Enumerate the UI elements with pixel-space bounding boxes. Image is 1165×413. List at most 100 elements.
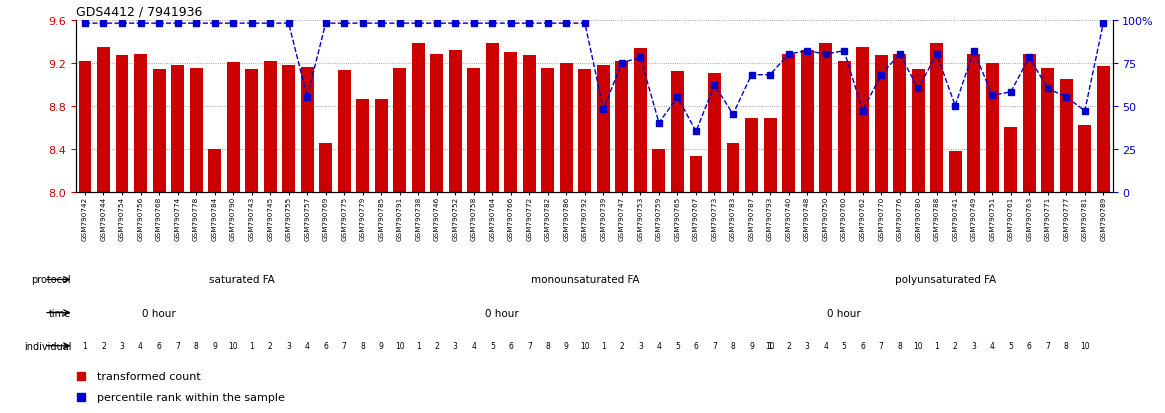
Text: 3: 3 (453, 342, 458, 350)
Text: individual: individual (23, 341, 71, 351)
Bar (986, 64, 998, 192)
Text: 4 hours: 4 hours (1010, 308, 1048, 318)
Text: 7: 7 (1045, 342, 1050, 350)
Text: 8: 8 (193, 342, 198, 350)
Bar (1096, 67, 1110, 192)
Text: 5: 5 (1008, 342, 1014, 350)
Bar (97, 47, 110, 192)
Bar (1004, 128, 1017, 192)
Bar (394, 69, 407, 192)
Text: 8: 8 (360, 342, 365, 350)
Bar (356, 100, 369, 192)
Text: 2: 2 (786, 342, 791, 350)
Bar (115, 56, 128, 192)
Bar (819, 44, 832, 192)
Bar (411, 44, 425, 192)
Text: 10: 10 (395, 342, 404, 350)
Text: 4 hours: 4 hours (658, 308, 697, 318)
Text: 6: 6 (693, 342, 699, 350)
Bar (209, 149, 221, 192)
Bar (708, 74, 721, 192)
Text: 5: 5 (675, 342, 680, 350)
Text: 2: 2 (620, 342, 624, 350)
Bar (1079, 126, 1092, 192)
Text: 7: 7 (527, 342, 531, 350)
Text: 8: 8 (897, 342, 902, 350)
Text: monounsaturated FA: monounsaturated FA (530, 275, 640, 285)
Text: transformed count: transformed count (97, 371, 200, 381)
Text: 2: 2 (101, 342, 106, 350)
Text: 4: 4 (139, 342, 143, 350)
Bar (967, 55, 980, 192)
Text: 8: 8 (545, 342, 550, 350)
Text: 7: 7 (878, 342, 883, 350)
Bar (301, 68, 313, 192)
Text: 1: 1 (934, 342, 939, 350)
Bar (263, 62, 276, 192)
Bar (1060, 80, 1073, 192)
Text: 1: 1 (601, 342, 606, 350)
Text: 3: 3 (638, 342, 643, 350)
Bar (856, 47, 869, 192)
Bar (746, 119, 758, 192)
Bar (690, 157, 702, 192)
Bar (190, 69, 203, 192)
Text: 9: 9 (212, 342, 217, 350)
Bar (134, 55, 147, 192)
Text: 2: 2 (268, 342, 273, 350)
Bar (652, 149, 665, 192)
Text: 7: 7 (712, 342, 716, 350)
Bar (523, 56, 536, 192)
Text: percentile rank within the sample: percentile rank within the sample (97, 392, 284, 403)
Bar (282, 66, 295, 192)
Bar (153, 70, 165, 192)
Bar (171, 66, 184, 192)
Bar (227, 62, 240, 192)
Text: 6: 6 (156, 342, 162, 350)
Bar (375, 100, 388, 192)
Text: 6: 6 (860, 342, 866, 350)
Bar (560, 64, 573, 192)
Text: 4: 4 (824, 342, 828, 350)
Text: GDS4412 / 7941936: GDS4412 / 7941936 (76, 5, 202, 18)
Text: protocol: protocol (31, 275, 71, 285)
Bar (671, 72, 684, 192)
Text: 2: 2 (435, 342, 439, 350)
Bar (430, 55, 443, 192)
Bar (727, 144, 740, 192)
Bar (486, 44, 499, 192)
Bar (449, 51, 461, 192)
Bar (467, 69, 480, 192)
Text: polyunsaturated FA: polyunsaturated FA (896, 275, 996, 285)
Text: 4 hours: 4 hours (306, 308, 345, 318)
Bar (763, 119, 777, 192)
Text: 4: 4 (472, 342, 476, 350)
Text: 10: 10 (913, 342, 923, 350)
Bar (838, 62, 850, 192)
Text: 10: 10 (1080, 342, 1089, 350)
Text: 4: 4 (657, 342, 662, 350)
Text: 8: 8 (730, 342, 735, 350)
Bar (875, 56, 888, 192)
Bar (615, 62, 628, 192)
Text: 9: 9 (564, 342, 569, 350)
Text: 8: 8 (1064, 342, 1068, 350)
Text: saturated FA: saturated FA (210, 275, 275, 285)
Bar (338, 71, 351, 192)
Bar (504, 53, 517, 192)
Text: 3: 3 (972, 342, 976, 350)
Bar (800, 51, 813, 192)
Text: 1: 1 (768, 342, 772, 350)
Bar (948, 151, 961, 192)
Text: time: time (49, 308, 71, 318)
Bar (782, 55, 795, 192)
Text: 10: 10 (580, 342, 589, 350)
Text: 6: 6 (1026, 342, 1032, 350)
Text: 9: 9 (749, 342, 754, 350)
Text: 10: 10 (228, 342, 238, 350)
Text: 6: 6 (508, 342, 514, 350)
Text: 6: 6 (323, 342, 329, 350)
Bar (78, 62, 92, 192)
Text: 0 hour: 0 hour (827, 308, 861, 318)
Text: 0 hour: 0 hour (142, 308, 176, 318)
